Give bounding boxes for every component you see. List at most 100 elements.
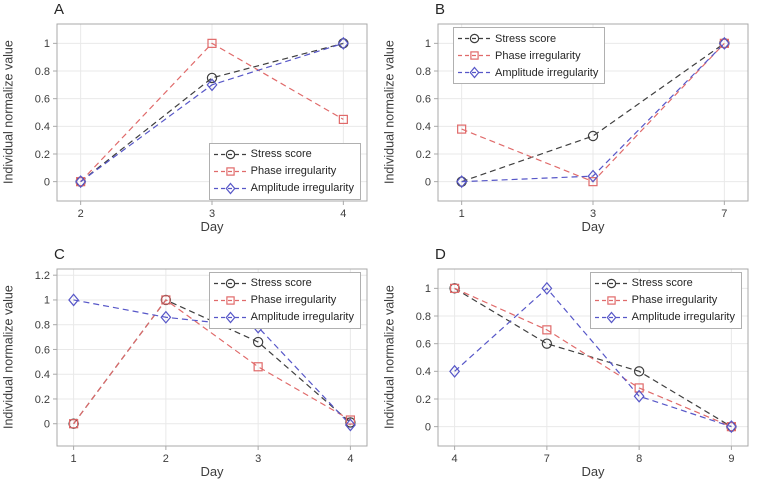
plot-area: 1 3 7 0 0.2 0.4 0.6 0.8 1	[416, 23, 749, 220]
legend-item: Stress score	[213, 146, 354, 163]
circle-marker	[633, 365, 645, 377]
diamond-marker	[633, 389, 645, 403]
y-tick-label: 0.8	[416, 310, 431, 322]
square-marker	[161, 294, 171, 305]
legend-item: Phase irregularity	[213, 292, 354, 309]
square-marker	[634, 382, 644, 393]
diamond-marker	[344, 417, 356, 431]
x-axis-label: Day	[200, 219, 224, 234]
x-tick-label: 2	[78, 208, 84, 220]
panel-letter: A	[54, 1, 65, 18]
diamond-marker	[606, 311, 617, 323]
circle-marker	[606, 278, 616, 288]
legend-square-marker-icon	[458, 51, 491, 60]
y-tick-label: 1	[44, 38, 50, 50]
square-marker	[225, 295, 235, 305]
legend-label: Phase irregularity	[250, 294, 337, 306]
diamond-marker	[541, 281, 553, 295]
legend-circle-marker-icon	[213, 149, 247, 159]
y-tick-label: 0.2	[35, 149, 50, 161]
panel-A: A Individual normalize value 2 3 4 0 0.2 0.4 0…	[0, 0, 381, 245]
x-tick-label: 3	[255, 453, 261, 465]
y-tick-label: 0.4	[416, 366, 431, 378]
circle-marker	[541, 337, 553, 349]
legend-diamond-marker-icon	[213, 311, 247, 323]
diamond-marker	[456, 175, 468, 189]
legend-box: Stress score Phase irregularity Amplitude …	[589, 271, 742, 329]
panel-C: C Individual normalize value 1 2 3 4 0 0.2 0.4…	[0, 245, 381, 489]
legend-label: Phase irregularity	[495, 49, 581, 62]
square-marker	[542, 324, 552, 334]
legend-item: Stress score	[213, 275, 354, 292]
legend-label: Stress score	[631, 277, 693, 289]
square-marker	[69, 418, 79, 428]
square-marker	[253, 361, 263, 371]
legend-item: Amplitude irregularity	[213, 309, 354, 326]
legend-label: Stress score	[250, 277, 312, 289]
diamond-marker	[449, 364, 461, 378]
y-tick-label: 0.4	[35, 369, 50, 381]
diamond-marker	[160, 310, 172, 324]
x-tick-label: 2	[163, 453, 169, 465]
diamond-marker	[75, 175, 87, 189]
legend-diamond-marker-icon	[458, 66, 491, 79]
x-tick-label: 9	[728, 453, 734, 465]
series-line	[454, 287, 732, 427]
diamond-marker	[206, 78, 218, 92]
legend-item: Phase irregularity	[458, 47, 598, 64]
y-tick-label: 0.8	[416, 66, 431, 78]
x-tick-label: 7	[544, 453, 550, 465]
y-tick-label: 0	[44, 418, 50, 430]
circle-marker	[225, 278, 235, 288]
x-tick-label: 4	[452, 453, 458, 465]
square-marker	[338, 114, 348, 125]
y-tick-label: 0	[425, 176, 431, 188]
legend-box: Stress score Phase irregularity Amplitude …	[208, 271, 361, 329]
legend-item: Amplitude irregularity	[213, 180, 354, 197]
series-line	[80, 42, 344, 183]
panel-letter: C	[54, 245, 65, 263]
y-tick-label: 0.6	[416, 338, 431, 350]
diamond-marker	[718, 36, 730, 50]
panel-letter: B	[435, 1, 446, 18]
y-tick-label: 1	[425, 283, 431, 295]
y-tick-label: 0.2	[416, 149, 431, 161]
y-tick-label: 1.2	[35, 269, 50, 281]
legend-label: Stress score	[495, 32, 557, 45]
x-tick-label: 1	[459, 208, 465, 220]
y-tick-label: 0.8	[35, 66, 50, 78]
x-axis-label: Day	[581, 463, 605, 479]
y-tick-label: 1	[44, 294, 50, 306]
diamond-marker	[469, 66, 480, 79]
y-tick-label: 0.4	[416, 121, 431, 133]
square-marker	[588, 177, 598, 187]
plot-area: 2 3 4 0 0.2 0.4 0.6 0.8 1	[35, 23, 368, 220]
legend-box: Stress score Phase irregularity Amplitude …	[453, 27, 606, 84]
legend-square-marker-icon	[213, 295, 247, 305]
circle-marker	[587, 130, 599, 142]
legend-diamond-marker-icon	[594, 311, 628, 323]
legend-label: Amplitude irregularity	[250, 182, 354, 194]
x-tick-label: 3	[209, 208, 215, 220]
legend-square-marker-icon	[213, 166, 247, 176]
legend-item: Phase irregularity	[594, 292, 735, 309]
y-tick-label: 0	[425, 421, 431, 433]
square-marker	[225, 166, 235, 176]
panel-B: B Individual normalize value 1 3 7 0 0.2 0.4 0…	[381, 0, 762, 245]
y-tick-label: 0.4	[35, 121, 50, 133]
square-marker	[606, 295, 616, 305]
panel-letter: D	[435, 245, 446, 263]
series-line	[454, 287, 732, 427]
diamond-marker	[225, 311, 236, 323]
legend-diamond-marker-icon	[213, 182, 247, 194]
series-line	[80, 42, 344, 183]
y-tick-label: 0	[44, 176, 50, 188]
x-tick-label: 3	[590, 208, 596, 220]
legend-item: Amplitude irregularity	[594, 309, 735, 326]
legend-square-marker-icon	[594, 295, 628, 305]
circle-marker	[345, 416, 356, 428]
y-tick-label: 1	[425, 38, 431, 50]
square-marker	[345, 414, 355, 425]
y-tick-label: 0.8	[35, 319, 50, 331]
legend-item: Stress score	[458, 30, 598, 47]
